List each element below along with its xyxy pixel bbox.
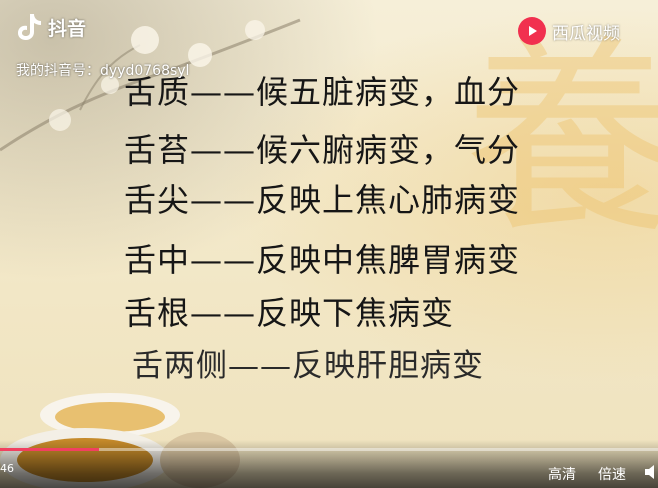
- xigua-logo-icon: [518, 17, 546, 45]
- slide-line-2: 舌苔——候六腑病变，气分: [124, 131, 521, 169]
- speed-button[interactable]: 倍速: [598, 467, 626, 483]
- tiktok-user-id: 我的抖音号：dyyd0768syl: [16, 63, 190, 79]
- slide-line-4: 舌中——反映中焦脾胃病变: [124, 241, 521, 279]
- progress-bar[interactable]: [0, 448, 658, 451]
- decorative-character: 養: [465, 17, 658, 262]
- progress-fill: [0, 448, 99, 451]
- slide-line-6: 舌两侧——反映肝胆病变: [132, 348, 484, 384]
- volume-icon[interactable]: [645, 463, 658, 481]
- player-controls-bar: [0, 440, 658, 488]
- slide-line-5: 舌根——反映下焦病变: [124, 294, 455, 332]
- plum-branch-decoration: [0, 18, 301, 152]
- xigua-brand-name: 西瓜视频: [552, 23, 620, 44]
- time-display: 46: [0, 462, 14, 475]
- slide-line-3: 舌尖——反映上焦心肺病变: [124, 181, 521, 219]
- tiktok-app-name: 抖音: [48, 17, 87, 40]
- slide-line-1: 舌质——候五脏病变，血分: [124, 73, 521, 111]
- quality-button[interactable]: 高清: [548, 467, 576, 483]
- tiktok-logo-icon: [18, 14, 41, 40]
- xigua-watermark: 西瓜视频: [518, 17, 620, 45]
- tiktok-watermark: 抖音: [16, 12, 86, 42]
